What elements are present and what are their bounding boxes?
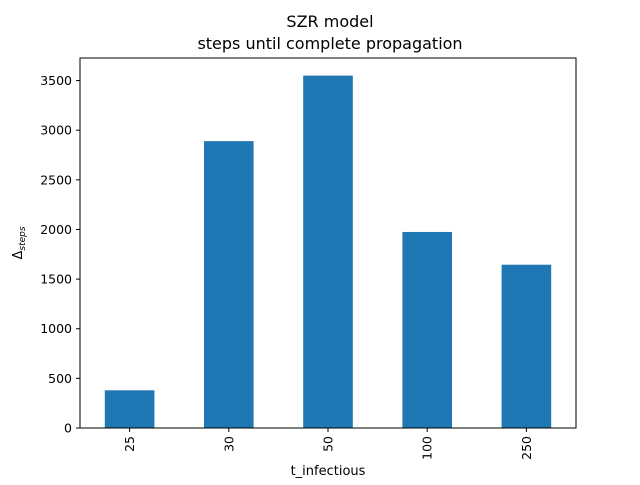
chart-title: SZR model [286,12,373,31]
x-tick-label-50: 50 [321,436,336,452]
y-tick-label: 2500 [40,172,72,187]
x-tick-label-250: 250 [519,436,534,460]
y-axis-label: Δsteps [11,226,28,259]
y-axis-label-main: Δ [11,251,26,260]
plot-frame [79,57,577,429]
x-tick-label-30: 30 [221,436,236,452]
y-tick-label: 1500 [40,272,72,287]
bar-25 [104,390,155,428]
y-tick-label: 1000 [40,321,72,336]
y-axis-label-subscript: steps [18,226,28,250]
bar-50 [303,75,353,428]
x-tick-label-25: 25 [122,436,137,452]
chart-subtitle: steps until complete propagation [197,34,462,53]
bar-30 [204,141,254,428]
y-tick-label: 500 [48,371,72,386]
bars-layer [104,75,552,428]
y-tick-label: 0 [64,421,72,436]
x-axis-ticks: 25 30 50 100 250 [122,428,534,460]
y-tick-label: 3000 [40,123,72,138]
bar-250 [501,264,552,428]
x-tick-label-100: 100 [420,436,435,460]
y-tick-label: 2000 [40,222,72,237]
y-axis-ticks: 0 500 1000 1500 2000 2500 3000 3500 [40,73,80,436]
x-axis-label: t_infectious [291,464,366,479]
y-tick-label: 3500 [40,73,72,88]
bar-100 [402,231,452,428]
